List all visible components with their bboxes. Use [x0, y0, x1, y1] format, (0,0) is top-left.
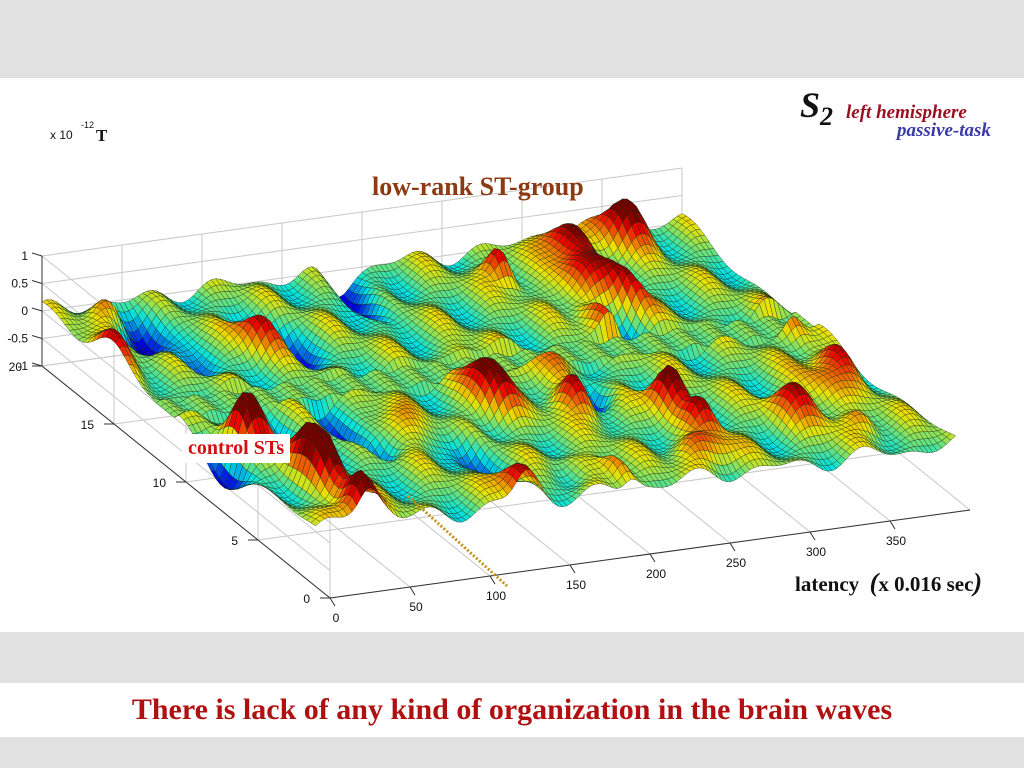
backwall-gridline-h — [41, 167, 683, 257]
surface-mesh — [41, 198, 956, 527]
figure-panel: 0 50 100 150 200 250 300 350 0 5 10 15 20 1 0.5 0 -0.5 -1… — [0, 78, 1024, 632]
leftwall-gridline-h — [41, 310, 331, 544]
backwall-gridline-h — [41, 195, 683, 284]
